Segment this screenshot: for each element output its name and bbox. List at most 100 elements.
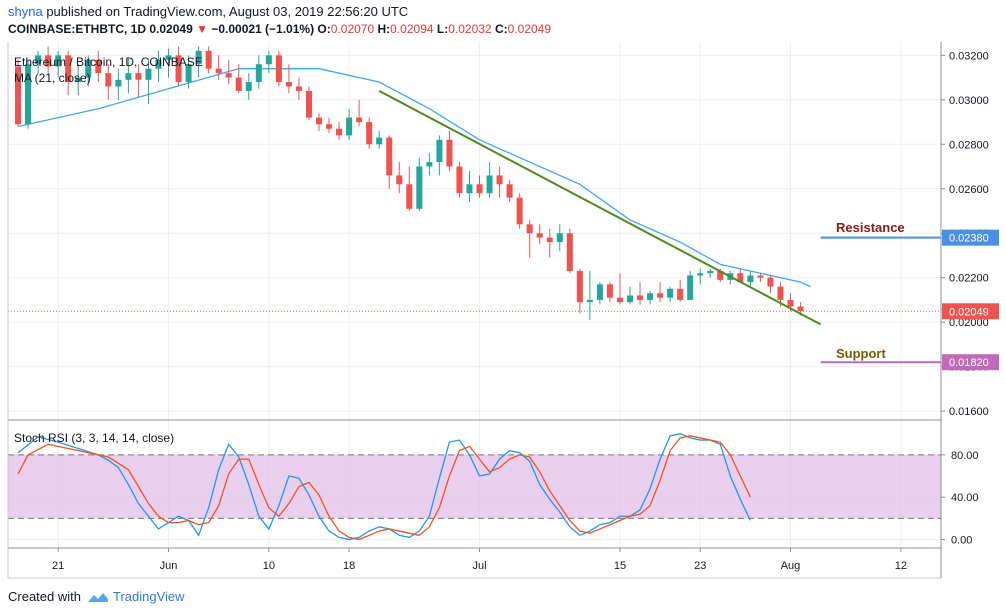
y-tick-label: 0.02200 [949, 273, 989, 285]
candle-body [797, 306, 804, 312]
candle-body [95, 59, 102, 74]
candle [697, 268, 704, 285]
candle-body [677, 288, 684, 300]
candle-body [667, 288, 674, 298]
candle [255, 55, 262, 89]
candle-body [45, 55, 52, 67]
candle-body [285, 82, 292, 87]
candle-body [386, 137, 393, 176]
candle-body [606, 284, 613, 298]
resistance-label: Resistance [836, 220, 905, 235]
candle-body [436, 139, 443, 163]
candle [687, 271, 694, 300]
close-value: 0.02049 [507, 22, 552, 36]
candle [295, 77, 302, 100]
candle-body [506, 184, 513, 198]
candle-body [747, 275, 754, 283]
candle-body [305, 90, 312, 118]
candle [35, 50, 42, 74]
candle [456, 162, 463, 198]
price-lines-layer [8, 236, 941, 364]
open-label: O: [317, 22, 331, 36]
candle-body [516, 197, 523, 225]
candle [105, 64, 112, 100]
candle-body [486, 175, 493, 194]
candle [767, 275, 774, 294]
rsi-y-tick-label: 80.00 [951, 450, 979, 462]
candle-body [616, 297, 623, 303]
open-value: 0.02070 [330, 22, 375, 36]
candle-body [767, 277, 774, 287]
y-tick-label: 0.01600 [949, 406, 989, 418]
candle-body [346, 117, 353, 136]
candle [356, 99, 363, 127]
tradingview-brand[interactable]: TradingView [112, 589, 185, 604]
candle [315, 113, 323, 131]
symbol: COINBASE:ETHBTC, 1D [8, 22, 147, 36]
candle [566, 228, 573, 274]
candle [85, 55, 92, 87]
resistance-tag-bg [942, 229, 999, 246]
candle [25, 59, 32, 129]
candle-body [496, 175, 503, 185]
candle [195, 46, 202, 78]
ma21-line [17, 68, 811, 288]
candle [125, 57, 132, 94]
candle-body [125, 73, 132, 80]
support-tag-label: 0.01820 [949, 357, 989, 369]
y-tick-label: 0.02000 [949, 317, 989, 329]
candle-body [697, 273, 704, 276]
rsi-band-lines [8, 454, 941, 519]
candle-body [225, 73, 232, 78]
candle-body [25, 64, 32, 125]
candle-body [115, 79, 122, 87]
candle [586, 271, 593, 320]
candle-body [155, 59, 162, 69]
candle-body [35, 55, 42, 65]
candle [235, 64, 242, 94]
candle [546, 228, 553, 258]
candle [265, 50, 272, 74]
ma-legend: MA (21, close) [14, 71, 91, 85]
x-tick-label: Aug [781, 560, 801, 572]
candle-body [637, 295, 644, 300]
author-name[interactable]: shyna [8, 4, 43, 19]
candle-body [366, 122, 373, 145]
candle [757, 273, 764, 283]
support-tag-bg [942, 354, 999, 371]
x-ticks: 21 Jun 10 18 Jul 15 23 Aug 12 [52, 548, 907, 572]
candle-body [245, 82, 252, 91]
candle [376, 130, 383, 149]
candle-body [55, 55, 62, 67]
low-label: L: [436, 22, 449, 36]
last-price: 0.02049 [149, 22, 193, 36]
created-with: Created with [8, 589, 81, 604]
candle-body [456, 166, 463, 194]
candle [436, 135, 443, 176]
candle-body [295, 86, 302, 91]
candle [406, 166, 413, 211]
candle [626, 286, 634, 305]
candle [496, 166, 503, 198]
candle-body [175, 55, 182, 83]
candle-body [576, 271, 583, 303]
candle [45, 46, 52, 74]
candle [426, 153, 433, 176]
candle-body [707, 271, 714, 274]
resistance-tag-label: 0.02380 [949, 233, 989, 245]
high-label: H: [377, 22, 391, 36]
candle [215, 55, 222, 80]
candle [416, 157, 423, 211]
low-value: 0.02032 [448, 22, 492, 36]
candle-body [15, 66, 22, 125]
candle-body [185, 64, 192, 83]
candle [65, 50, 72, 96]
candle [576, 268, 583, 314]
candle-body [446, 139, 453, 167]
candle-body [65, 55, 72, 83]
x-tick-label: 10 [263, 560, 275, 572]
candle [647, 291, 654, 305]
candle-body [596, 284, 603, 300]
candle-body [255, 64, 262, 83]
